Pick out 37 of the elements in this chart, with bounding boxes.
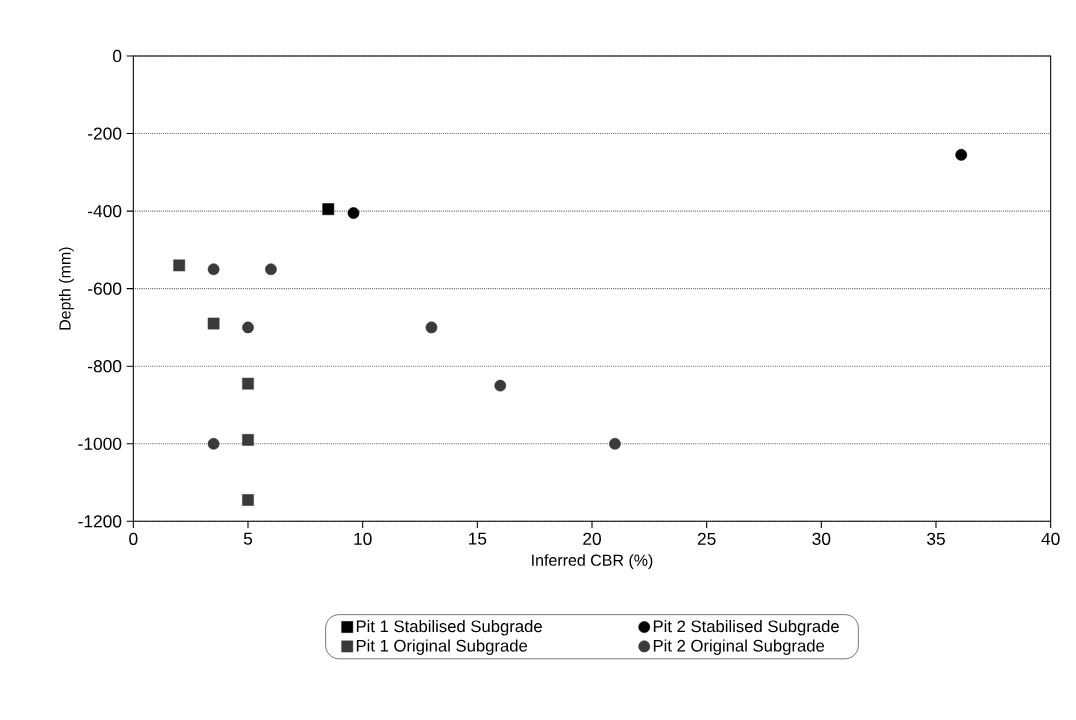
x-tick-label: 15 xyxy=(469,532,487,545)
point xyxy=(322,203,335,216)
legend-label: Pit 1 Original Subgrade xyxy=(356,639,528,655)
point xyxy=(955,149,968,161)
y-tick-label: -1200 xyxy=(78,515,122,528)
y-tick-label: 0 xyxy=(112,49,122,63)
x-tick-label: 20 xyxy=(583,532,601,545)
y-axis-title: Depth (mm) xyxy=(58,247,74,330)
point xyxy=(425,321,438,334)
y-tick-label: -600 xyxy=(88,282,122,295)
point xyxy=(242,377,254,390)
x-tick-label: 25 xyxy=(697,532,716,545)
x-axis-title: Inferred CBR (%) xyxy=(532,554,653,570)
y-tick-label: -800 xyxy=(88,360,122,373)
point xyxy=(207,437,220,450)
legend-label: Pit 2 Original Subgrade xyxy=(653,639,825,655)
point xyxy=(609,437,621,450)
point xyxy=(207,263,220,276)
x-tick-label: 0 xyxy=(129,532,138,545)
legend-label: Pit 1 Stabilised Subgrade xyxy=(356,619,542,636)
point xyxy=(347,207,360,219)
x-tick-label: 30 xyxy=(812,532,831,545)
legend-label: Pit 2 Stabilised Subgrade xyxy=(653,619,839,636)
point xyxy=(207,317,220,330)
y-tick-label: -1000 xyxy=(78,437,122,450)
point xyxy=(242,321,254,334)
x-tick-label: 35 xyxy=(927,532,945,545)
y-tick-label: -200 xyxy=(88,127,122,140)
point xyxy=(265,263,277,276)
x-tick-label: 40 xyxy=(1041,532,1060,545)
point xyxy=(173,259,186,272)
y-tick-label: -400 xyxy=(88,204,122,218)
x-tick-label: 5 xyxy=(243,532,253,545)
x-tick-label: 10 xyxy=(354,532,372,545)
point xyxy=(242,434,254,446)
point xyxy=(242,494,254,506)
point xyxy=(494,379,507,392)
